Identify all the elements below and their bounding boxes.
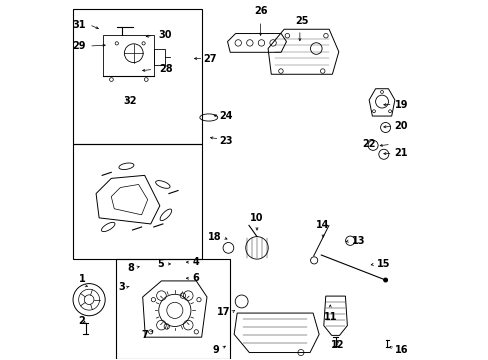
Text: 31: 31: [72, 19, 85, 30]
Text: 19: 19: [394, 100, 407, 110]
Text: 8: 8: [126, 262, 134, 273]
Text: 10: 10: [250, 213, 263, 223]
Circle shape: [383, 278, 386, 282]
Text: 6: 6: [192, 273, 199, 283]
Text: 16: 16: [394, 345, 407, 355]
Text: 17: 17: [216, 307, 230, 317]
Circle shape: [310, 257, 317, 264]
Text: 26: 26: [253, 6, 267, 16]
Text: 25: 25: [294, 17, 308, 26]
Text: 12: 12: [330, 340, 344, 350]
Text: 9: 9: [212, 345, 219, 355]
Text: 7: 7: [141, 330, 148, 341]
Text: 13: 13: [351, 236, 365, 246]
Text: 5: 5: [157, 259, 164, 269]
Bar: [116, 258, 230, 359]
Text: 3: 3: [118, 282, 124, 292]
Text: 23: 23: [219, 136, 232, 146]
Text: 4: 4: [192, 257, 199, 267]
Text: 1: 1: [79, 274, 85, 284]
Text: 30: 30: [159, 30, 172, 40]
Circle shape: [142, 42, 145, 45]
Text: 20: 20: [394, 121, 407, 131]
Bar: [73, 144, 201, 258]
Text: 28: 28: [159, 64, 172, 74]
Text: 32: 32: [123, 96, 136, 107]
Text: 27: 27: [203, 54, 217, 64]
Text: 11: 11: [323, 312, 336, 322]
Text: 21: 21: [394, 148, 407, 158]
Text: 2: 2: [79, 316, 85, 327]
Bar: [154, 49, 164, 65]
Text: 24: 24: [219, 111, 232, 121]
Text: 15: 15: [376, 259, 389, 269]
Bar: [73, 9, 201, 144]
Text: 22: 22: [362, 139, 375, 149]
Text: 29: 29: [72, 41, 85, 51]
Text: 14: 14: [316, 220, 329, 230]
Text: 18: 18: [207, 232, 221, 242]
Circle shape: [115, 42, 118, 45]
